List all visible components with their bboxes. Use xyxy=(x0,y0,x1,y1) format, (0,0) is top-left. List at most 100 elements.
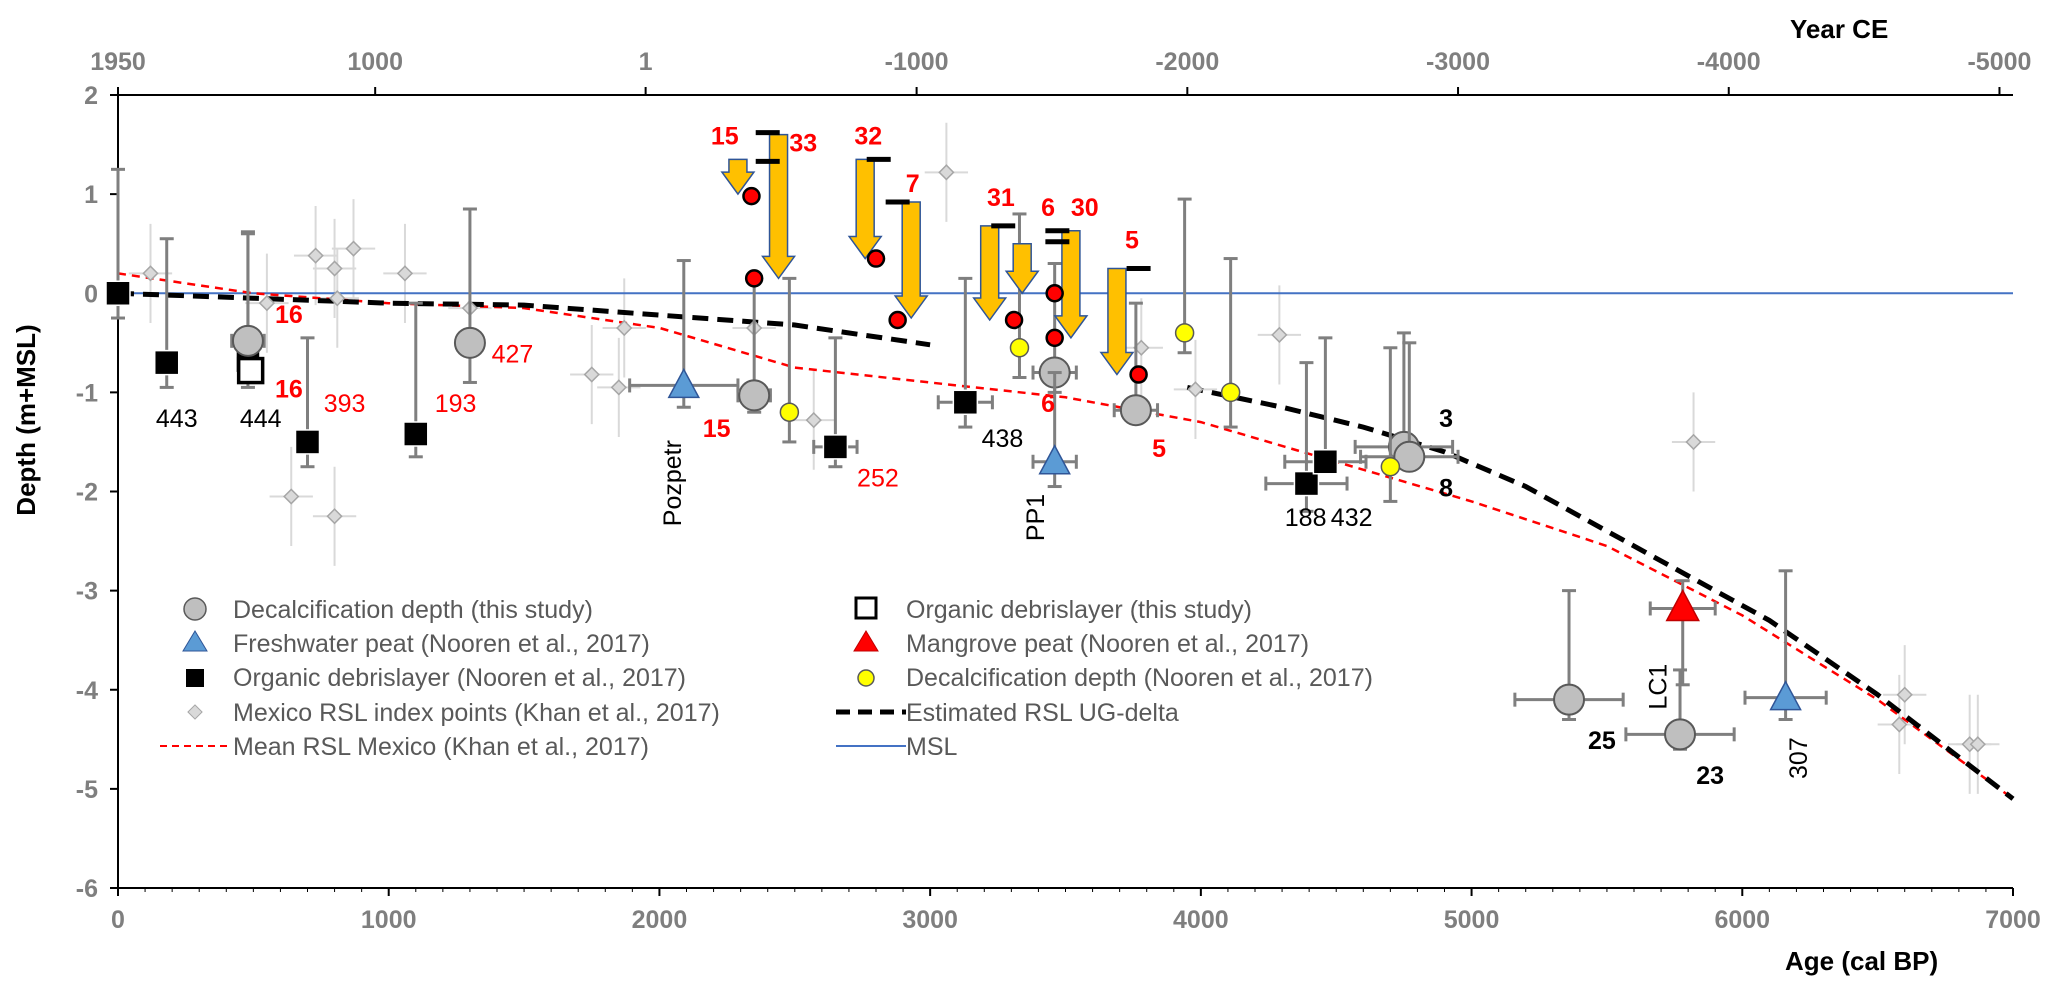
index-point xyxy=(345,240,362,257)
red-dot-point xyxy=(1129,365,1148,384)
organic-debris-point xyxy=(952,389,979,416)
axes-layer: 2 1 0 -1 -2 -3 -4 -5 -6 0 1000 2000 3000 4000 5000 6000… xyxy=(76,48,2041,934)
sea-level-arrow xyxy=(761,133,797,280)
index-point xyxy=(583,366,600,383)
data-label: 193 xyxy=(435,390,477,418)
index-point xyxy=(1891,716,1908,733)
data-label: 25 xyxy=(1588,727,1616,755)
y-tick-label: -3 xyxy=(76,578,98,606)
index-point xyxy=(1969,736,1986,753)
red-dot-point xyxy=(888,310,907,330)
decalc-this-study-point xyxy=(231,324,264,357)
vertical-label: Pozpetr xyxy=(659,440,687,526)
sea-level-arrow xyxy=(972,225,1008,322)
data-label: 432 xyxy=(1331,504,1373,532)
x-axis-title: Age (cal BP) xyxy=(1785,946,1938,976)
decalc-this-study-point xyxy=(738,379,771,412)
sea-level-arrow xyxy=(893,201,929,320)
top-tick-label: -3000 xyxy=(1426,48,1490,76)
data-label: 30 xyxy=(1071,194,1099,222)
decalc-this-study-point xyxy=(1553,683,1586,716)
x-tick-label: 5000 xyxy=(1444,906,1500,934)
estimated-rsl-line xyxy=(1186,384,2015,801)
legend-text: MSL xyxy=(906,733,958,761)
index-point xyxy=(1133,339,1150,356)
data-label: 23 xyxy=(1696,762,1724,790)
legend-text: Freshwater peat (Nooren et al., 2017) xyxy=(233,630,650,658)
top-tick-label: 1000 xyxy=(347,48,403,76)
data-label: 252 xyxy=(857,465,899,493)
decalc-nooren-point xyxy=(1220,382,1241,403)
index-point xyxy=(326,508,343,525)
decalc-nooren-point xyxy=(1009,338,1030,358)
top-tick-label: 1950 xyxy=(90,48,146,76)
red-dot-point xyxy=(742,186,761,206)
sea-level-arrow xyxy=(1004,242,1040,295)
data-label: 444 xyxy=(240,405,282,433)
data-label: 188 xyxy=(1285,504,1327,532)
x-tick-label: 2000 xyxy=(632,906,688,934)
organic-debris-point xyxy=(294,429,321,455)
legend-marker-diamond xyxy=(187,704,203,720)
y-tick-label: 2 xyxy=(84,82,98,110)
legend-marker-blue-triangle xyxy=(182,630,208,652)
data-label: 15 xyxy=(711,123,739,151)
vertical-label: LC1 xyxy=(1644,664,1672,710)
y-tick-label: 0 xyxy=(84,280,98,308)
decalc-nooren-point xyxy=(1174,323,1195,343)
data-label: 31 xyxy=(987,184,1015,212)
index-point xyxy=(396,265,414,282)
red-dot-point xyxy=(866,249,886,268)
y-tick-label: 1 xyxy=(84,181,98,209)
data-label: 393 xyxy=(324,390,366,418)
data-label: 427 xyxy=(492,341,534,369)
red-dot-point xyxy=(1045,284,1064,303)
organic-debris-point xyxy=(1312,449,1339,475)
index-point xyxy=(805,411,822,429)
red-dot-point xyxy=(744,269,764,288)
data-label: 3 xyxy=(1439,405,1453,433)
mean-rsl-mexico-line xyxy=(117,272,2014,800)
top-axis-title: Year CE xyxy=(1790,14,1888,44)
mangrove-peat-point xyxy=(1665,588,1700,622)
legend: Decalcification depth (this study) Organ… xyxy=(160,596,1373,761)
y-tick-label: -6 xyxy=(76,875,98,903)
data-label: 32 xyxy=(854,123,882,151)
y-tick-label: -5 xyxy=(76,776,98,804)
index-point xyxy=(1896,686,1913,703)
data-label: 443 xyxy=(156,405,198,433)
decalc-nooren-point xyxy=(1380,456,1401,477)
sea-level-arrow xyxy=(1099,267,1135,376)
index-point xyxy=(938,164,955,181)
data-label: 5 xyxy=(1125,227,1139,255)
x-tick-label: 4000 xyxy=(1173,906,1229,934)
legend-marker-open-square xyxy=(854,596,878,620)
index-point xyxy=(610,379,627,396)
marker-layer xyxy=(105,130,1986,753)
index-point xyxy=(1187,381,1204,398)
data-label: 16 xyxy=(275,375,303,403)
decalc-nooren-point xyxy=(779,402,800,422)
decalc-this-study-point xyxy=(1119,394,1152,427)
legend-marker-red-triangle xyxy=(853,630,879,652)
legend-text: Organic debrislayer (Nooren et al., 2017… xyxy=(233,664,686,692)
organic-debris-point xyxy=(403,421,429,447)
x-tick-label: 0 xyxy=(111,906,125,934)
decalc-this-study-point xyxy=(453,326,486,359)
index-point xyxy=(142,265,159,282)
red-dot-point xyxy=(1045,328,1064,348)
y-tick-label: -2 xyxy=(76,479,98,507)
y-tick-label: -1 xyxy=(76,379,98,407)
legend-marker-black-square xyxy=(186,669,204,687)
organic-debris-point xyxy=(822,434,849,460)
legend-text: Mean RSL Mexico (Khan et al., 2017) xyxy=(233,733,649,761)
organic-debris-point xyxy=(105,280,131,306)
vertical-label: 307 xyxy=(1785,737,1813,779)
organic-this-study-point xyxy=(236,356,265,385)
legend-text: Estimated RSL UG-delta xyxy=(906,699,1179,727)
legend-marker-yellow-circle xyxy=(857,669,875,687)
index-point xyxy=(307,247,324,264)
data-label: 6 xyxy=(1041,390,1055,418)
data-label: 7 xyxy=(906,170,920,198)
